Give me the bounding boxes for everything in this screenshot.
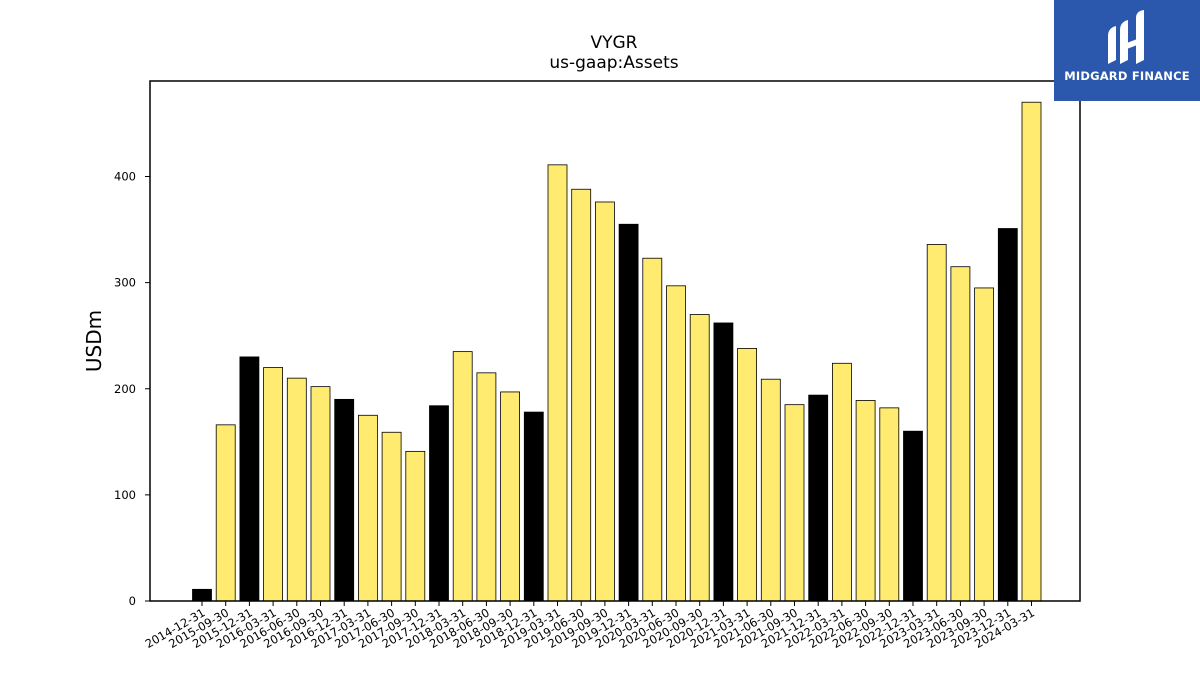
bar	[357, 414, 378, 602]
y-tick-label: 200	[114, 382, 136, 396]
bar	[1021, 101, 1042, 602]
bar	[784, 404, 805, 602]
bar	[523, 411, 544, 602]
bar	[689, 314, 710, 602]
chart-subtitle: us-gaap:Assets	[549, 53, 678, 73]
y-tick-label: 400	[114, 170, 136, 184]
bar	[737, 348, 757, 602]
bar	[903, 430, 923, 602]
bar	[452, 351, 473, 602]
x-axis: 2014-12-312015-09-302015-12-312016-03-31…	[143, 601, 1037, 651]
bar	[476, 372, 497, 602]
bar	[832, 362, 852, 602]
chart-title: VYGR	[591, 33, 638, 53]
bar	[192, 588, 212, 602]
bar	[855, 400, 876, 602]
bar	[429, 405, 449, 602]
bar	[926, 244, 947, 602]
bar	[571, 188, 592, 602]
bar	[618, 223, 639, 602]
bar	[974, 287, 994, 602]
bar-series	[192, 101, 1042, 602]
bar	[334, 398, 355, 602]
y-tick-label: 100	[114, 488, 136, 502]
brand-logo-icon	[1108, 10, 1144, 64]
y-tick-label: 0	[129, 594, 136, 608]
y-tick-label: 300	[114, 276, 136, 290]
bar	[879, 407, 900, 602]
bar	[997, 228, 1018, 602]
bar	[950, 266, 971, 602]
bar	[595, 201, 615, 602]
bar	[808, 394, 829, 602]
bar	[760, 378, 781, 602]
bar	[286, 377, 307, 602]
bar	[263, 367, 284, 602]
bar	[666, 285, 686, 602]
bar	[547, 164, 568, 602]
bar	[239, 356, 260, 602]
bar	[642, 257, 663, 602]
bar	[500, 391, 521, 602]
brand-name: MIDGARD FINANCE	[1064, 69, 1190, 83]
y-axis-label: USDm	[82, 310, 106, 372]
bar	[713, 322, 734, 602]
y-axis: 0 100 200 300 400	[114, 170, 150, 608]
bar	[381, 431, 402, 602]
bar	[405, 450, 426, 602]
bar	[215, 424, 236, 602]
bar	[310, 386, 331, 602]
plot-frame	[149, 80, 1081, 602]
brand-logo: MIDGARD FINANCE	[1054, 0, 1200, 101]
